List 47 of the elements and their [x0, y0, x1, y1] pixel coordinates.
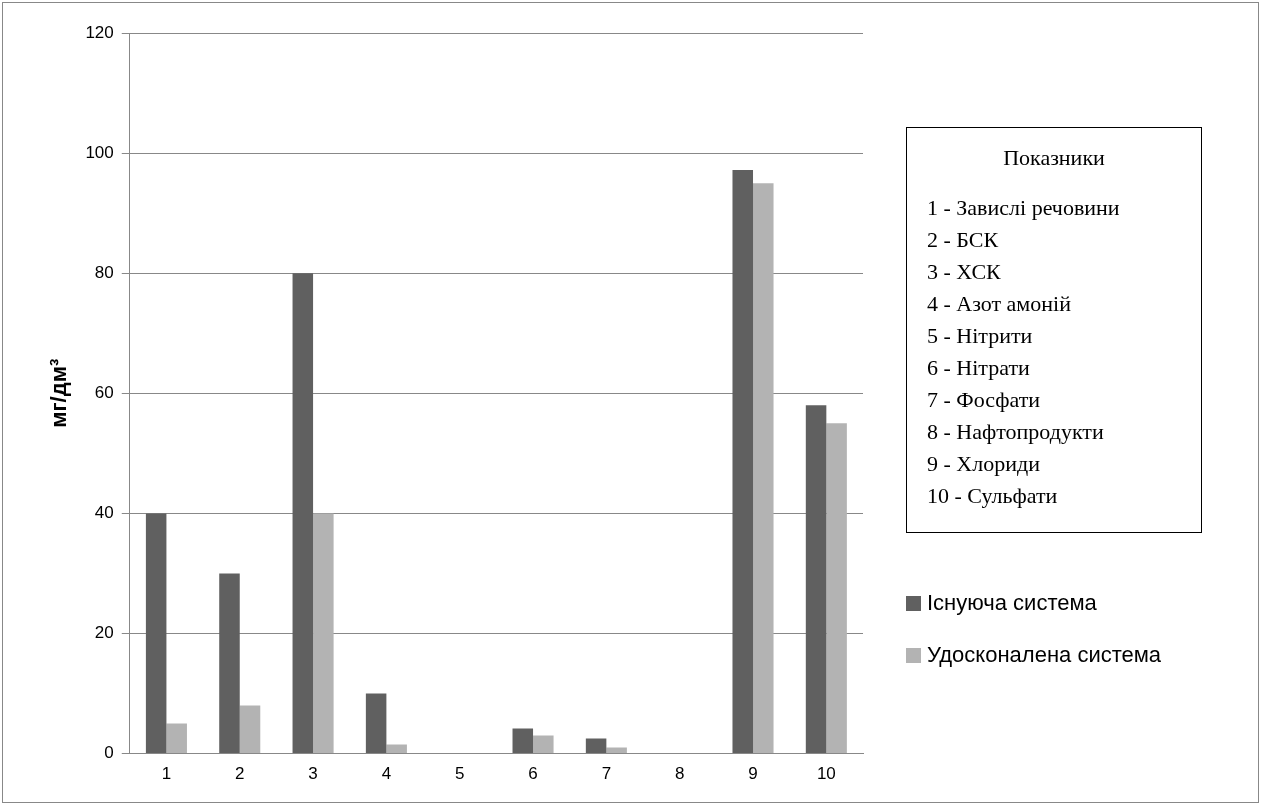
text: 8 - Нафтопродукти	[926, 418, 1105, 446]
bar	[292, 273, 314, 754]
x-tick-label: 2	[235, 764, 245, 784]
bar	[826, 423, 847, 754]
bar	[533, 735, 554, 754]
bar	[606, 747, 627, 754]
x-tick-label: 10	[816, 764, 836, 784]
legend-label: Існуюча система	[927, 590, 1097, 616]
x-tick-label: 3	[308, 764, 318, 784]
bar	[512, 728, 534, 754]
x-tick-label: 7	[601, 764, 612, 784]
bar	[585, 738, 607, 754]
bar	[166, 723, 187, 754]
text: 7 - Фосфати	[926, 386, 1042, 414]
text: 6 - Нітрати	[926, 354, 1031, 382]
y-tick-label: 20	[94, 623, 114, 643]
x-tick-label: 6	[528, 764, 538, 784]
x-tick-label: 5	[454, 764, 465, 784]
y-axis-title: мг/дм³	[46, 358, 72, 428]
x-tick-label: 1	[161, 764, 172, 784]
text: 3 - ХСК	[926, 258, 1002, 286]
x-tick-label: 8	[674, 764, 685, 784]
text: 10 - Сульфати	[926, 482, 1059, 510]
y-tick-label: 40	[94, 503, 114, 523]
text: 5 - Нітрити	[926, 322, 1034, 350]
bar	[365, 693, 387, 754]
text: Показники	[1002, 144, 1106, 172]
y-tick-label: 60	[94, 382, 114, 402]
text: 4 - Азот амоній	[926, 290, 1072, 318]
text: 1 - Завислі речовини	[926, 194, 1121, 222]
bar	[145, 513, 167, 754]
text: 2 - БСК	[926, 226, 1000, 254]
y-tick-label: 0	[104, 743, 114, 763]
bar	[239, 705, 261, 754]
y-tick-label: 120	[85, 22, 114, 42]
y-tick-label: 80	[94, 262, 114, 282]
bar	[732, 169, 754, 754]
y-tick-label: 100	[85, 142, 114, 162]
text: 9 - Хлориди	[926, 450, 1041, 478]
bar	[313, 513, 334, 754]
bar	[219, 573, 240, 754]
legend-label: Удосконалена система	[927, 642, 1162, 668]
bar	[753, 183, 774, 754]
bar	[386, 744, 407, 754]
bar	[805, 405, 827, 754]
x-tick-label: 9	[748, 764, 758, 784]
x-tick-label: 4	[381, 764, 392, 784]
